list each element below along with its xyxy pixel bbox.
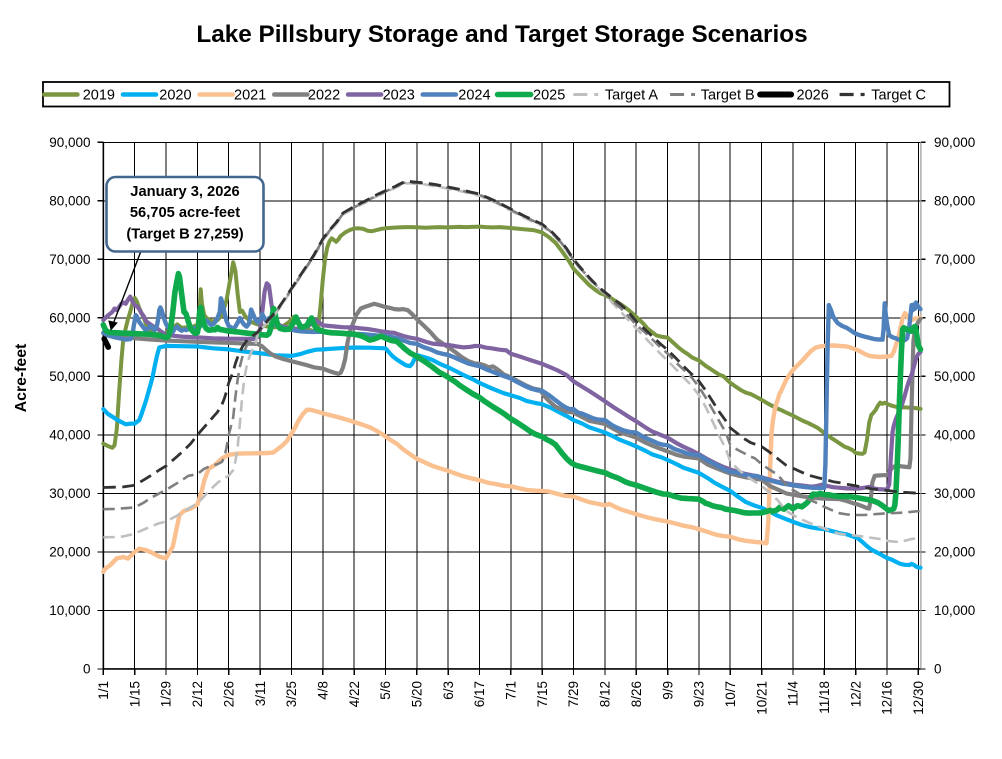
svg-text:56,705 acre-feet: 56,705 acre-feet <box>130 205 240 221</box>
svg-text:9/9: 9/9 <box>660 681 675 700</box>
svg-text:8/26: 8/26 <box>629 681 644 707</box>
svg-text:4/22: 4/22 <box>347 681 362 707</box>
svg-text:8/12: 8/12 <box>598 681 613 707</box>
svg-text:2023: 2023 <box>383 87 415 103</box>
svg-text:11/18: 11/18 <box>817 681 832 714</box>
svg-text:Acre-feet: Acre-feet <box>13 343 30 412</box>
svg-text:Target B: Target B <box>701 87 755 103</box>
svg-text:2019: 2019 <box>83 87 115 103</box>
svg-text:2024: 2024 <box>458 87 490 103</box>
svg-text:2020: 2020 <box>159 87 191 103</box>
svg-text:5/20: 5/20 <box>410 681 425 707</box>
svg-text:(Target B 27,259): (Target B 27,259) <box>126 227 243 243</box>
svg-text:12/30: 12/30 <box>911 681 926 715</box>
svg-text:2/12: 2/12 <box>190 681 205 707</box>
svg-text:3/25: 3/25 <box>284 681 299 707</box>
svg-text:30,000: 30,000 <box>49 486 90 501</box>
svg-text:1/1: 1/1 <box>96 681 111 700</box>
svg-text:50,000: 50,000 <box>934 369 975 384</box>
svg-text:40,000: 40,000 <box>934 428 975 443</box>
svg-text:7/29: 7/29 <box>566 681 581 707</box>
svg-text:60,000: 60,000 <box>49 311 90 326</box>
svg-text:90,000: 90,000 <box>934 135 975 150</box>
svg-text:4/8: 4/8 <box>316 681 331 700</box>
svg-text:40,000: 40,000 <box>49 428 90 443</box>
svg-text:6/17: 6/17 <box>472 681 487 707</box>
svg-text:1/29: 1/29 <box>159 681 174 707</box>
svg-text:50,000: 50,000 <box>49 369 90 384</box>
svg-text:10,000: 10,000 <box>934 603 975 618</box>
svg-text:12/16: 12/16 <box>880 681 895 715</box>
svg-text:2/26: 2/26 <box>221 681 236 707</box>
svg-text:20,000: 20,000 <box>934 545 975 560</box>
svg-text:9/23: 9/23 <box>692 681 707 707</box>
svg-text:10/21: 10/21 <box>754 681 769 715</box>
svg-text:January 3, 2026: January 3, 2026 <box>130 184 239 200</box>
svg-text:5/6: 5/6 <box>378 681 393 700</box>
svg-text:2026: 2026 <box>797 87 829 103</box>
svg-text:3/11: 3/11 <box>253 681 268 706</box>
svg-text:10,000: 10,000 <box>49 603 90 618</box>
svg-text:80,000: 80,000 <box>49 194 90 209</box>
svg-text:60,000: 60,000 <box>934 311 975 326</box>
svg-text:12/2: 12/2 <box>848 681 863 707</box>
svg-text:10/7: 10/7 <box>723 681 738 707</box>
svg-text:6/3: 6/3 <box>441 681 456 700</box>
svg-text:0: 0 <box>83 662 91 677</box>
svg-text:2025: 2025 <box>533 87 565 103</box>
svg-text:11/4: 11/4 <box>786 681 801 707</box>
svg-text:0: 0 <box>934 662 942 677</box>
svg-text:2021: 2021 <box>234 87 266 103</box>
svg-text:20,000: 20,000 <box>49 545 90 560</box>
svg-text:90,000: 90,000 <box>49 135 90 150</box>
svg-text:80,000: 80,000 <box>934 194 975 209</box>
svg-text:7/1: 7/1 <box>504 681 519 700</box>
svg-text:Target A: Target A <box>605 87 659 103</box>
svg-text:30,000: 30,000 <box>934 486 975 501</box>
svg-text:2022: 2022 <box>308 87 340 103</box>
svg-text:70,000: 70,000 <box>934 252 975 267</box>
svg-text:Lake Pillsbury Storage and Tar: Lake Pillsbury Storage and Target Storag… <box>196 21 807 48</box>
svg-text:7/15: 7/15 <box>535 681 550 707</box>
svg-text:1/15: 1/15 <box>127 681 142 707</box>
svg-text:Target C: Target C <box>871 87 926 103</box>
svg-text:70,000: 70,000 <box>49 252 90 267</box>
